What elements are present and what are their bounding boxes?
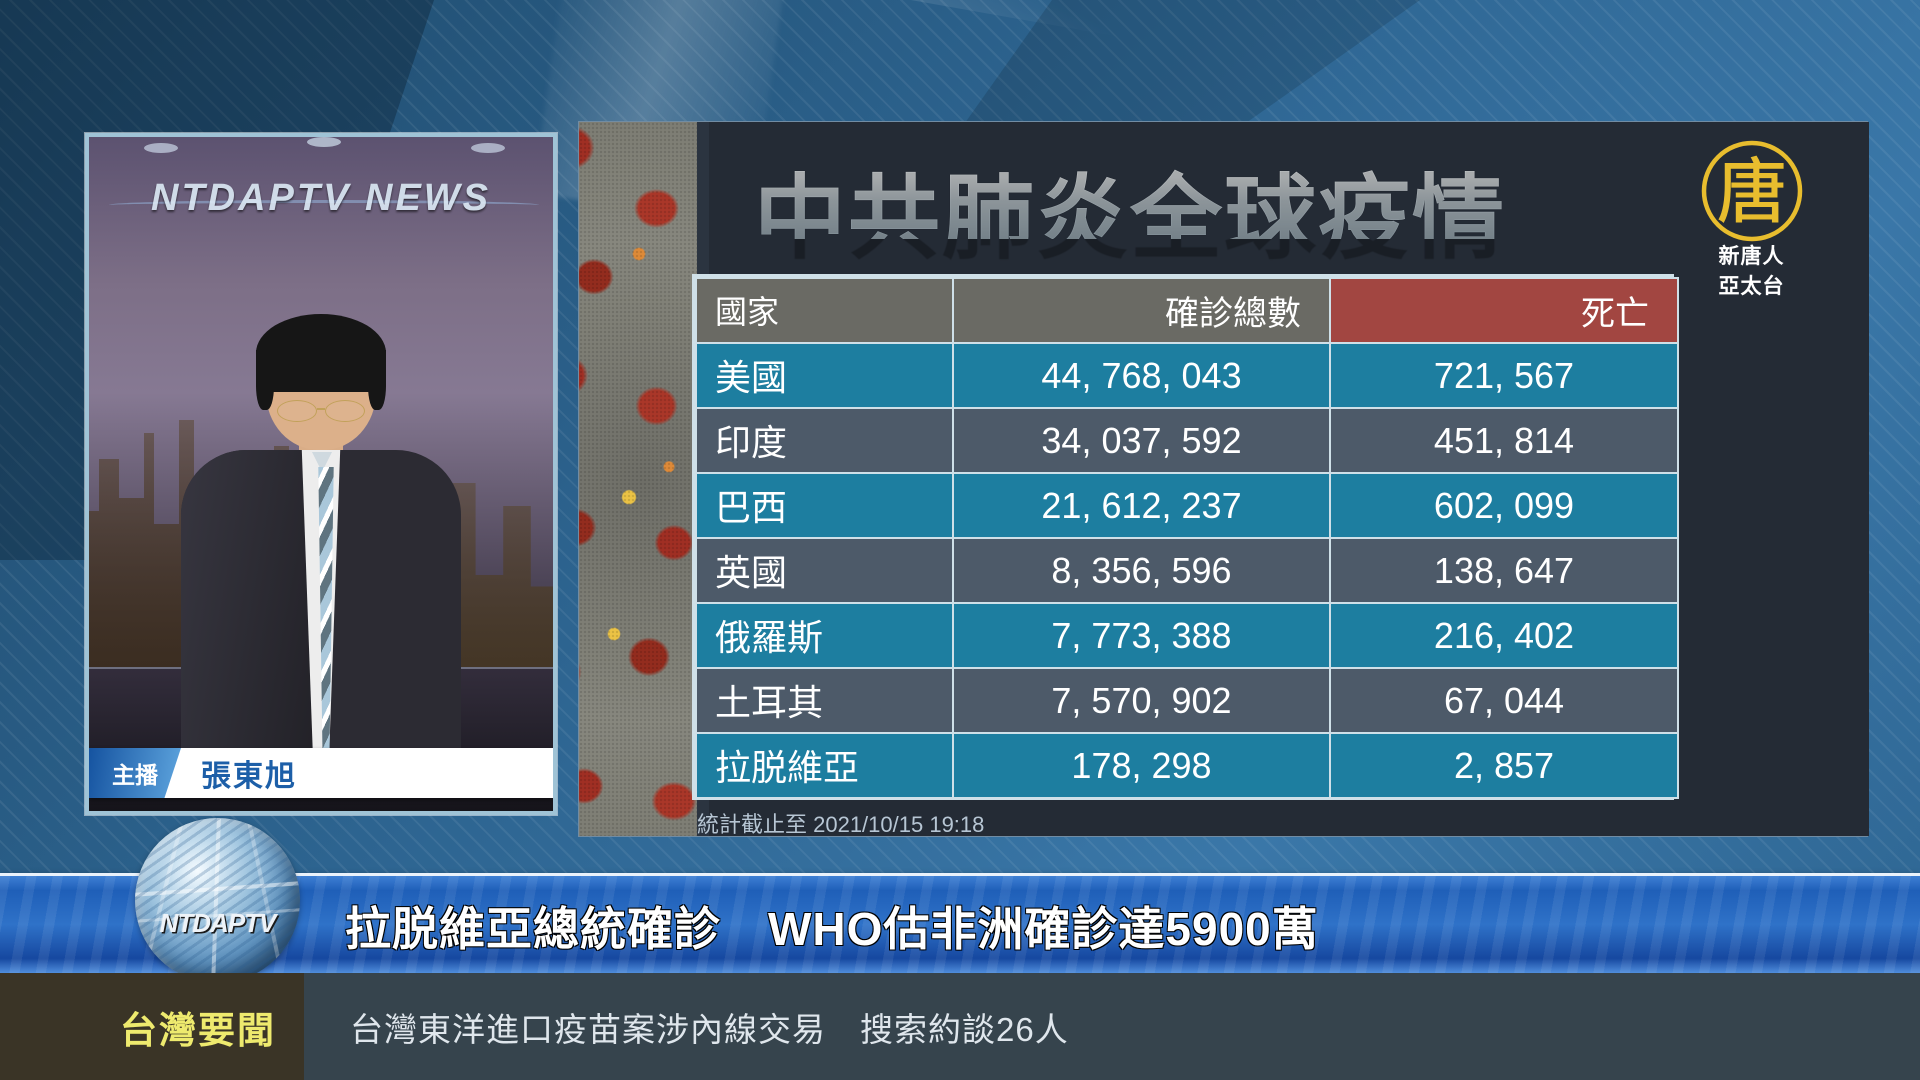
svg-text:唐: 唐 (1717, 153, 1787, 231)
